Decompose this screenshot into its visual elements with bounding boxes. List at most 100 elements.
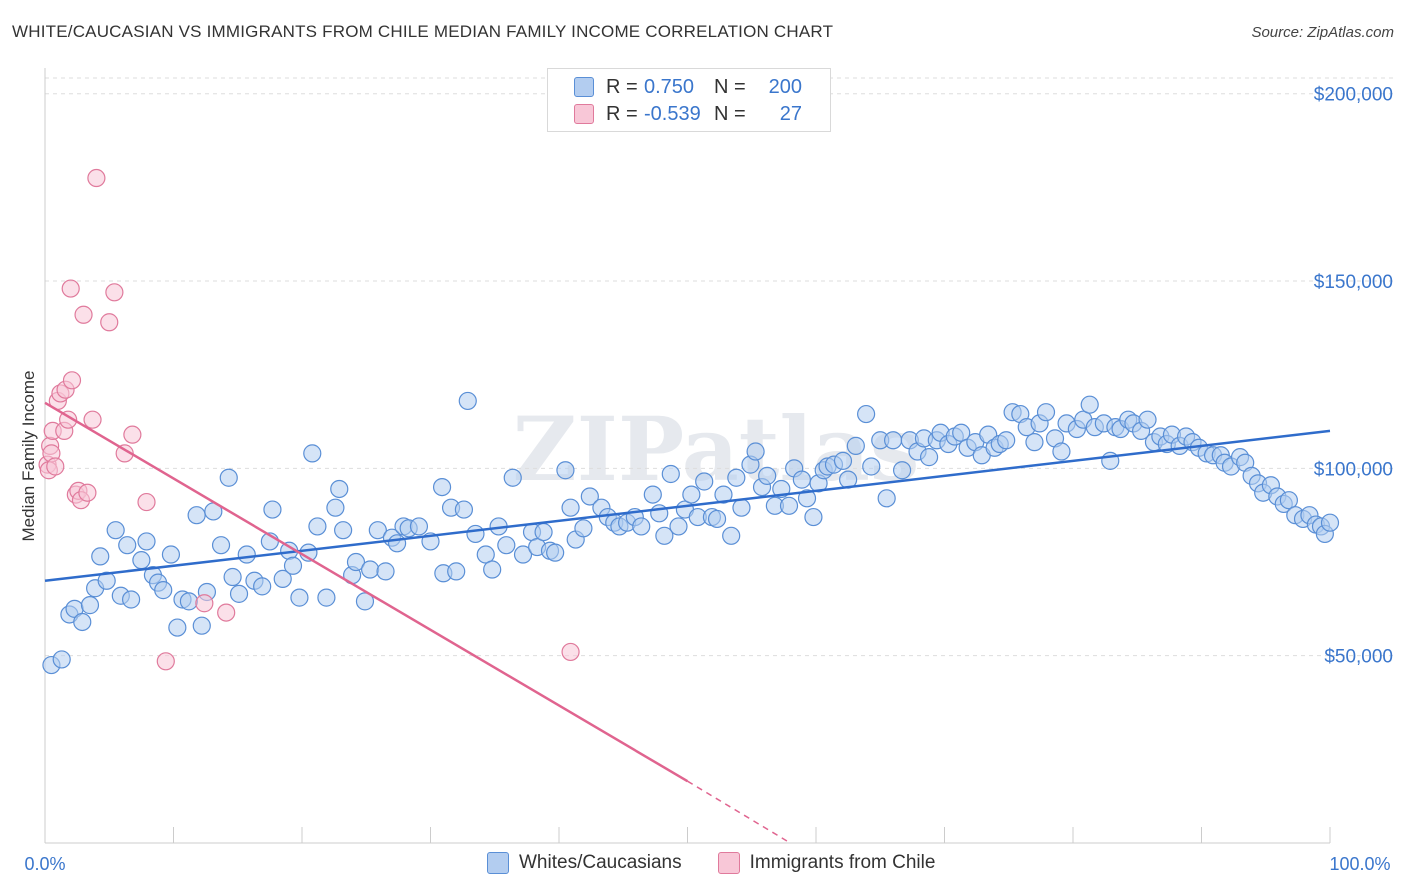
data-point-whites xyxy=(179,592,199,611)
y-tick-label: $150,000 xyxy=(1314,272,1393,293)
data-point-chile xyxy=(217,603,236,622)
data-point-chile xyxy=(59,410,78,429)
data-point-whites xyxy=(727,468,746,487)
trend-line-chile xyxy=(44,401,689,783)
source-note: Source: ZipAtlas.com xyxy=(1251,24,1394,41)
data-point-whites xyxy=(1080,395,1099,414)
data-point-whites xyxy=(722,526,741,545)
data-point-whites xyxy=(503,468,522,487)
data-point-whites xyxy=(161,545,181,564)
data-point-whites xyxy=(952,423,971,442)
data-point-whites xyxy=(168,618,187,637)
data-point-whites xyxy=(655,526,674,545)
n-label: N = xyxy=(714,75,746,98)
data-point-whites xyxy=(132,551,151,570)
data-point-whites xyxy=(682,485,701,504)
x-tick-label: 100.0% xyxy=(1329,854,1390,874)
data-point-whites xyxy=(317,588,336,607)
data-point-whites xyxy=(273,569,292,588)
data-point-whites xyxy=(857,404,876,424)
data-point-whites xyxy=(580,487,599,506)
r-label: R = xyxy=(606,75,638,98)
data-point-whites xyxy=(534,522,553,542)
data-point-whites xyxy=(283,556,303,575)
data-point-chile xyxy=(105,283,124,302)
data-point-whites xyxy=(883,431,903,450)
data-point-whites xyxy=(661,464,680,484)
data-point-whites xyxy=(1320,513,1340,532)
data-point-whites xyxy=(223,567,242,587)
legend-swatch-pink xyxy=(717,852,740,874)
legend-item-whites[interactable]: Whites/Caucasians xyxy=(487,852,682,874)
data-point-whites xyxy=(643,485,662,504)
data-point-whites xyxy=(483,560,502,579)
data-point-chile xyxy=(61,279,80,298)
data-point-chile xyxy=(156,652,175,671)
data-point-chile xyxy=(561,642,580,662)
legend-label: Immigrants from Chile xyxy=(749,852,936,873)
data-point-whites xyxy=(1025,433,1044,452)
data-point-whites xyxy=(187,506,206,525)
data-point-whites xyxy=(1138,410,1157,429)
y-tick-label: $200,000 xyxy=(1314,85,1393,106)
data-point-whites xyxy=(476,545,495,564)
data-point-whites xyxy=(714,485,733,504)
data-point-whites xyxy=(513,545,533,564)
data-point-whites xyxy=(106,521,125,540)
data-point-whites xyxy=(447,562,466,581)
legend-row-chile: R = -0.539 N = 27 xyxy=(574,101,802,127)
legend-label: Whites/Caucasians xyxy=(519,852,682,873)
data-point-whites xyxy=(73,612,92,632)
data-point-whites xyxy=(97,571,116,590)
data-point-whites xyxy=(376,562,395,581)
data-point-whites xyxy=(997,431,1016,450)
data-point-whites xyxy=(707,509,727,529)
data-point-whites xyxy=(237,545,256,564)
data-point-whites xyxy=(1052,442,1071,461)
correlation-legend: R = 0.750 N = 200 R = -0.539 N = 27 xyxy=(547,68,831,132)
trend-line-whites xyxy=(44,429,1331,582)
r-value: -0.539 xyxy=(644,102,701,125)
n-value: 27 xyxy=(779,102,802,125)
data-point-whites xyxy=(121,590,141,609)
data-point-whites xyxy=(432,477,452,497)
data-point-whites xyxy=(1279,491,1298,510)
y-tick-label: $100,000 xyxy=(1314,459,1393,480)
data-point-whites xyxy=(632,517,651,536)
data-point-whites xyxy=(154,581,173,600)
legend-item-chile[interactable]: Immigrants from Chile xyxy=(717,852,936,874)
data-point-whites xyxy=(695,472,714,491)
data-point-chile xyxy=(74,305,93,324)
data-point-whites xyxy=(758,466,777,485)
data-point-chile xyxy=(137,492,156,512)
data-point-whites xyxy=(797,489,817,508)
data-point-whites xyxy=(229,584,249,603)
trend-line-chile-extension xyxy=(687,780,791,844)
series-legend: Whites/Caucasians Immigrants from Chile xyxy=(487,852,971,874)
data-point-whites xyxy=(355,592,375,611)
data-point-whites xyxy=(192,616,211,635)
data-point-whites xyxy=(546,543,565,562)
data-point-chile xyxy=(62,371,82,390)
data-point-chile xyxy=(123,425,142,444)
r-value: 0.750 xyxy=(644,75,695,98)
chart-title: WHITE/CAUCASIAN VS IMMIGRANTS FROM CHILE… xyxy=(12,22,834,41)
legend-swatch-blue xyxy=(487,852,509,874)
data-point-whites xyxy=(561,498,580,517)
data-point-whites xyxy=(669,517,688,536)
data-point-chile xyxy=(46,457,65,476)
data-point-chile xyxy=(87,168,106,188)
data-point-whites xyxy=(137,532,156,551)
data-point-chile xyxy=(83,410,102,429)
data-point-whites xyxy=(779,496,799,515)
data-point-whites xyxy=(919,448,939,467)
data-point-whites xyxy=(368,521,387,540)
data-point-whites xyxy=(211,536,231,555)
data-point-whites xyxy=(219,468,238,487)
data-point-chile xyxy=(78,483,97,502)
legend-swatch-pink xyxy=(574,104,594,124)
n-value: 200 xyxy=(768,75,802,98)
data-point-whites xyxy=(877,489,896,508)
data-point-whites xyxy=(334,521,353,540)
y-tick-label: $50,000 xyxy=(1324,647,1393,668)
